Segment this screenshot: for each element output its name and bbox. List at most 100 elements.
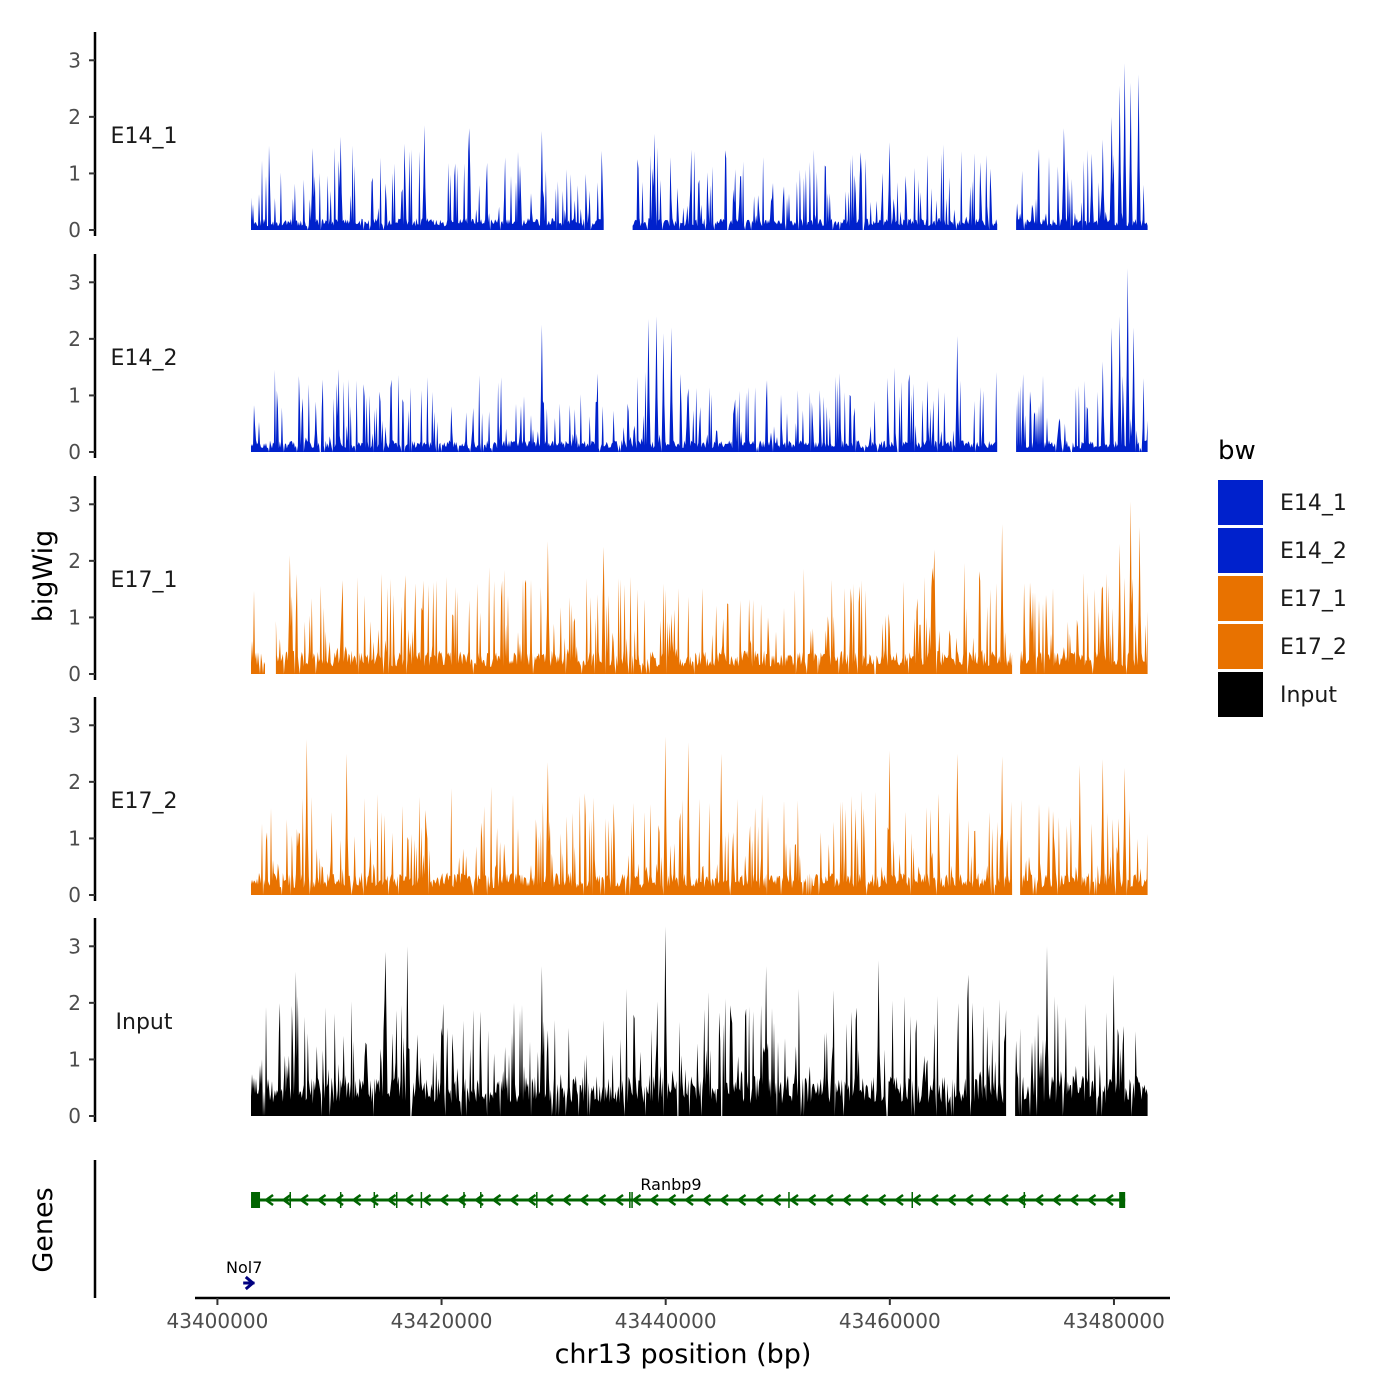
- strand-arrow: [561, 1193, 572, 1207]
- strand-arrow: [386, 1193, 397, 1207]
- y-tick-label: 1: [68, 605, 81, 629]
- strand-arrow: [473, 1193, 484, 1207]
- y-tick-label: 0: [68, 1104, 81, 1128]
- track-label: E17_2: [111, 789, 178, 814]
- strand-arrow: [596, 1193, 607, 1207]
- y-tick-label: 0: [68, 662, 81, 686]
- strand-arrow: [526, 1193, 537, 1207]
- y-tick-label: 2: [68, 991, 81, 1015]
- legend-key-e17-2: [1218, 624, 1263, 669]
- strand-arrow: [281, 1193, 292, 1207]
- y-tick-label: 0: [68, 218, 81, 242]
- x-tick-label: 43420000: [391, 1309, 493, 1333]
- y-tick-label: 0: [68, 440, 81, 464]
- signal-area-e17-2: [251, 736, 1148, 895]
- strand-arrow: [771, 1193, 782, 1207]
- x-tick-label: 43400000: [167, 1309, 269, 1333]
- track-label: Input: [116, 1010, 173, 1035]
- y-tick-label: 2: [68, 105, 81, 129]
- y-tick-label: 3: [68, 270, 81, 294]
- genes-axis-title: Genes: [28, 1187, 59, 1272]
- genes-track: Ranbp9 Nol7: [93, 1160, 1126, 1298]
- gene-exon: [251, 1192, 261, 1208]
- signal-area-e14-2: [251, 268, 1148, 452]
- gene-ranbp9: Ranbp9: [251, 1175, 1126, 1208]
- strand-arrow: [666, 1193, 677, 1207]
- legend-title: bw: [1218, 436, 1256, 466]
- strand-arrow: [928, 1193, 939, 1207]
- strand-arrow: [263, 1193, 274, 1207]
- strand-arrow: [421, 1193, 432, 1207]
- strand-arrow: [806, 1193, 817, 1207]
- strand-arrow: [1051, 1193, 1062, 1207]
- strand-arrow: [333, 1193, 344, 1207]
- legend-label: E14_2: [1280, 539, 1347, 564]
- strand-arrow: [823, 1193, 834, 1207]
- strand-arrow: [753, 1193, 764, 1207]
- y-tick-label: 2: [68, 549, 81, 573]
- strand-arrow: [858, 1193, 869, 1207]
- legend-key-e14-1: [1218, 480, 1263, 525]
- legend-key-input: [1218, 672, 1263, 717]
- y-tick-label: 1: [68, 161, 81, 185]
- strand-arrow: [491, 1193, 502, 1207]
- x-axis: 43400000 43420000 43440000 43460000 43480000: [167, 1296, 1170, 1333]
- y-tick-label: 2: [68, 770, 81, 794]
- strand-arrow: [1086, 1193, 1097, 1207]
- strand-arrow: [578, 1193, 589, 1207]
- strand-arrow: [841, 1193, 852, 1207]
- strand-arrow: [946, 1193, 957, 1207]
- strand-arrow: [893, 1193, 904, 1207]
- strand-arrow: [351, 1193, 362, 1207]
- y-tick-label: 3: [68, 934, 81, 958]
- strand-arrow: [631, 1193, 642, 1207]
- gene-label: Ranbp9: [640, 1175, 701, 1194]
- strand-arrow: [788, 1193, 799, 1207]
- y-tick-label: 3: [68, 48, 81, 72]
- track-label: E14_1: [111, 124, 178, 149]
- gene-nol7: Nol7: [226, 1258, 262, 1291]
- y-axis-title: bigWig: [28, 530, 59, 623]
- signal-area-input: [251, 926, 1148, 1116]
- signal-area-e17-1: [251, 501, 1148, 674]
- y-tick-label: 3: [68, 492, 81, 516]
- y-tick-label: 2: [68, 327, 81, 351]
- gene-label: Nol7: [226, 1258, 262, 1277]
- legend-label: E14_1: [1280, 491, 1347, 516]
- strand-arrow: [244, 1275, 256, 1291]
- strand-arrow: [736, 1193, 747, 1207]
- strand-arrow: [876, 1193, 887, 1207]
- strand-arrow: [981, 1193, 992, 1207]
- signal-area-e14-1: [251, 63, 1148, 230]
- legend: bw E14_1 E14_2 E17_1 E17_2 Input: [1218, 436, 1347, 717]
- x-tick-label: 43460000: [839, 1309, 941, 1333]
- strand-arrow: [316, 1193, 327, 1207]
- strand-arrow: [1033, 1193, 1044, 1207]
- y-tick-label: 1: [68, 1047, 81, 1071]
- track-e17-1: 0 1 2 3 E17_1: [68, 476, 1148, 686]
- strand-arrow: [911, 1193, 922, 1207]
- y-tick-label: 1: [68, 383, 81, 407]
- legend-label: Input: [1280, 683, 1337, 708]
- legend-key-e14-2: [1218, 528, 1263, 573]
- strand-arrow: [1068, 1193, 1079, 1207]
- strand-arrow: [403, 1193, 414, 1207]
- strand-arrow: [456, 1193, 467, 1207]
- x-axis-title: chr13 position (bp): [555, 1339, 812, 1370]
- track-input: 0 1 2 3 Input: [68, 918, 1148, 1128]
- track-e14-2: 0 1 2 3 E14_2: [68, 254, 1148, 464]
- strand-arrow: [701, 1193, 712, 1207]
- legend-label: E17_2: [1280, 635, 1347, 660]
- strand-arrow: [648, 1193, 659, 1207]
- y-tick-label: 3: [68, 713, 81, 737]
- legend-label: E17_1: [1280, 587, 1347, 612]
- bigwig-tracks: 0 1 2 3 E14_1 0 1 2 3 E14_2 0 1 2 3 E17_1 0 1 2 3 E17_2 0 1 2 3…: [68, 32, 1148, 1128]
- x-tick-label: 43440000: [615, 1309, 717, 1333]
- strand-arrow: [298, 1193, 309, 1207]
- track-label: E14_2: [111, 346, 178, 371]
- strand-arrow: [613, 1193, 624, 1207]
- strand-arrow: [998, 1193, 1009, 1207]
- track-e17-2: 0 1 2 3 E17_2: [68, 697, 1148, 907]
- x-tick-label: 43480000: [1063, 1309, 1165, 1333]
